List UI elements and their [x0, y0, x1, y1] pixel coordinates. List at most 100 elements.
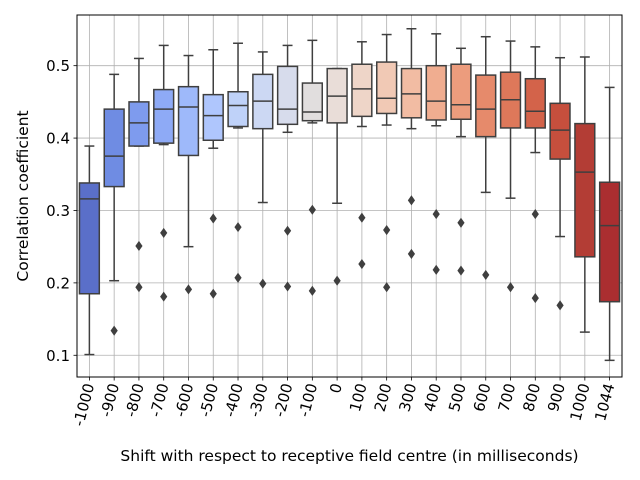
box-iqr: [475, 74, 497, 138]
outlier-point: [283, 225, 292, 236]
x-axis-label: Shift with respect to receptive field ce…: [120, 447, 578, 465]
box-300: [400, 28, 423, 259]
box-iqr: [351, 63, 373, 118]
outlier-point: [482, 269, 490, 280]
outlier-point: [283, 281, 292, 292]
x-tick-label: 900: [544, 381, 569, 413]
boxes-group: [78, 28, 621, 362]
outlier-point: [457, 265, 465, 276]
outlier-point: [135, 240, 143, 251]
x-tick-label: 500: [445, 381, 470, 413]
outlier-point: [432, 264, 440, 275]
x-tick-label: 100: [346, 381, 371, 413]
outlier-point: [531, 209, 539, 220]
x-tick-label: -500: [196, 381, 222, 419]
box--400: [227, 42, 249, 283]
box-900: [549, 56, 571, 311]
box-iqr: [450, 63, 472, 121]
outlier-point: [259, 278, 267, 289]
outlier-point: [135, 282, 143, 293]
box-iqr: [202, 93, 224, 142]
box-1044: [598, 86, 621, 362]
y-tick-label: 0.3: [46, 202, 70, 220]
outlier-point: [160, 291, 168, 302]
x-tick-label: 400: [420, 381, 445, 413]
box--700: [153, 44, 175, 302]
box-iqr: [574, 122, 596, 258]
outlier-point: [234, 222, 242, 233]
x-tick-label: -100: [295, 381, 321, 419]
box-iqr: [276, 65, 299, 126]
outlier-point: [457, 217, 465, 228]
x-tick-label: 1044: [591, 381, 618, 423]
outlier-point: [209, 288, 217, 299]
x-tick-label: 800: [519, 381, 544, 413]
box-iqr: [103, 108, 125, 188]
x-tick-label: -600: [171, 381, 197, 419]
outlier-point: [506, 282, 515, 293]
box--200: [276, 44, 299, 292]
x-tick-label: 700: [495, 381, 520, 413]
box--300: [252, 51, 274, 289]
outlier-point: [407, 248, 416, 259]
box-iqr: [524, 77, 546, 129]
box-iqr: [549, 102, 571, 160]
box-700: [499, 40, 522, 293]
y-axis-label: Correlation coefficient: [14, 110, 32, 281]
box-1000: [574, 56, 596, 333]
x-ticks: -1000-900-800-700-600-500-400-300-200-10…: [70, 377, 618, 428]
grid-lines: [77, 15, 622, 377]
outlier-point: [308, 285, 316, 296]
box--1000: [78, 145, 101, 356]
box-600: [475, 35, 497, 280]
x-tick-label: 0: [326, 381, 346, 395]
outlier-point: [383, 282, 391, 293]
x-tick-label: -700: [146, 381, 172, 419]
box--100: [301, 39, 324, 296]
outlier-point: [383, 224, 391, 236]
outlier-point: [110, 325, 118, 336]
outlier-point: [333, 275, 341, 286]
box-iqr: [78, 182, 101, 295]
outlier-point: [531, 293, 539, 304]
x-tick-label: -800: [122, 381, 148, 419]
x-tick-label: 300: [395, 381, 420, 413]
outlier-point: [308, 204, 316, 215]
x-tick-label: 1000: [566, 381, 593, 423]
y-tick-label: 0.5: [46, 57, 70, 75]
x-tick-label: 600: [470, 381, 495, 413]
x-tick-label: -300: [245, 381, 271, 419]
box-800: [524, 46, 546, 304]
outlier-point: [184, 284, 193, 295]
box-0: [326, 67, 348, 286]
box-iqr: [128, 101, 150, 147]
box-iqr: [301, 82, 324, 122]
box--600: [177, 54, 200, 295]
axes-frame: [76, 14, 623, 378]
x-tick-label: -200: [270, 381, 296, 419]
x-tick-label: 200: [371, 381, 396, 413]
outlier-point: [407, 195, 416, 206]
box-500: [450, 47, 472, 276]
box-iqr: [153, 88, 175, 144]
outlier-point: [556, 300, 564, 311]
box-100: [351, 41, 373, 270]
box-iqr: [376, 61, 398, 115]
outlier-point: [160, 227, 168, 238]
x-tick-label: -900: [97, 381, 123, 419]
x-tick-label: -400: [221, 381, 247, 419]
y-tick-label: 0.4: [46, 130, 70, 148]
y-tick-label: 0.1: [46, 347, 70, 365]
box-iqr: [598, 181, 621, 303]
x-tick-label: -1000: [70, 381, 99, 428]
outlier-point: [234, 272, 242, 283]
box-200: [376, 33, 398, 293]
box-iqr: [425, 64, 447, 121]
y-ticks: 0.1 0.2 0.3 0.4 0.5: [46, 57, 77, 365]
box-iqr: [227, 90, 249, 128]
box--800: [128, 57, 150, 293]
outlier-point: [358, 259, 366, 270]
box-iqr: [177, 85, 200, 157]
box--900: [103, 73, 125, 336]
